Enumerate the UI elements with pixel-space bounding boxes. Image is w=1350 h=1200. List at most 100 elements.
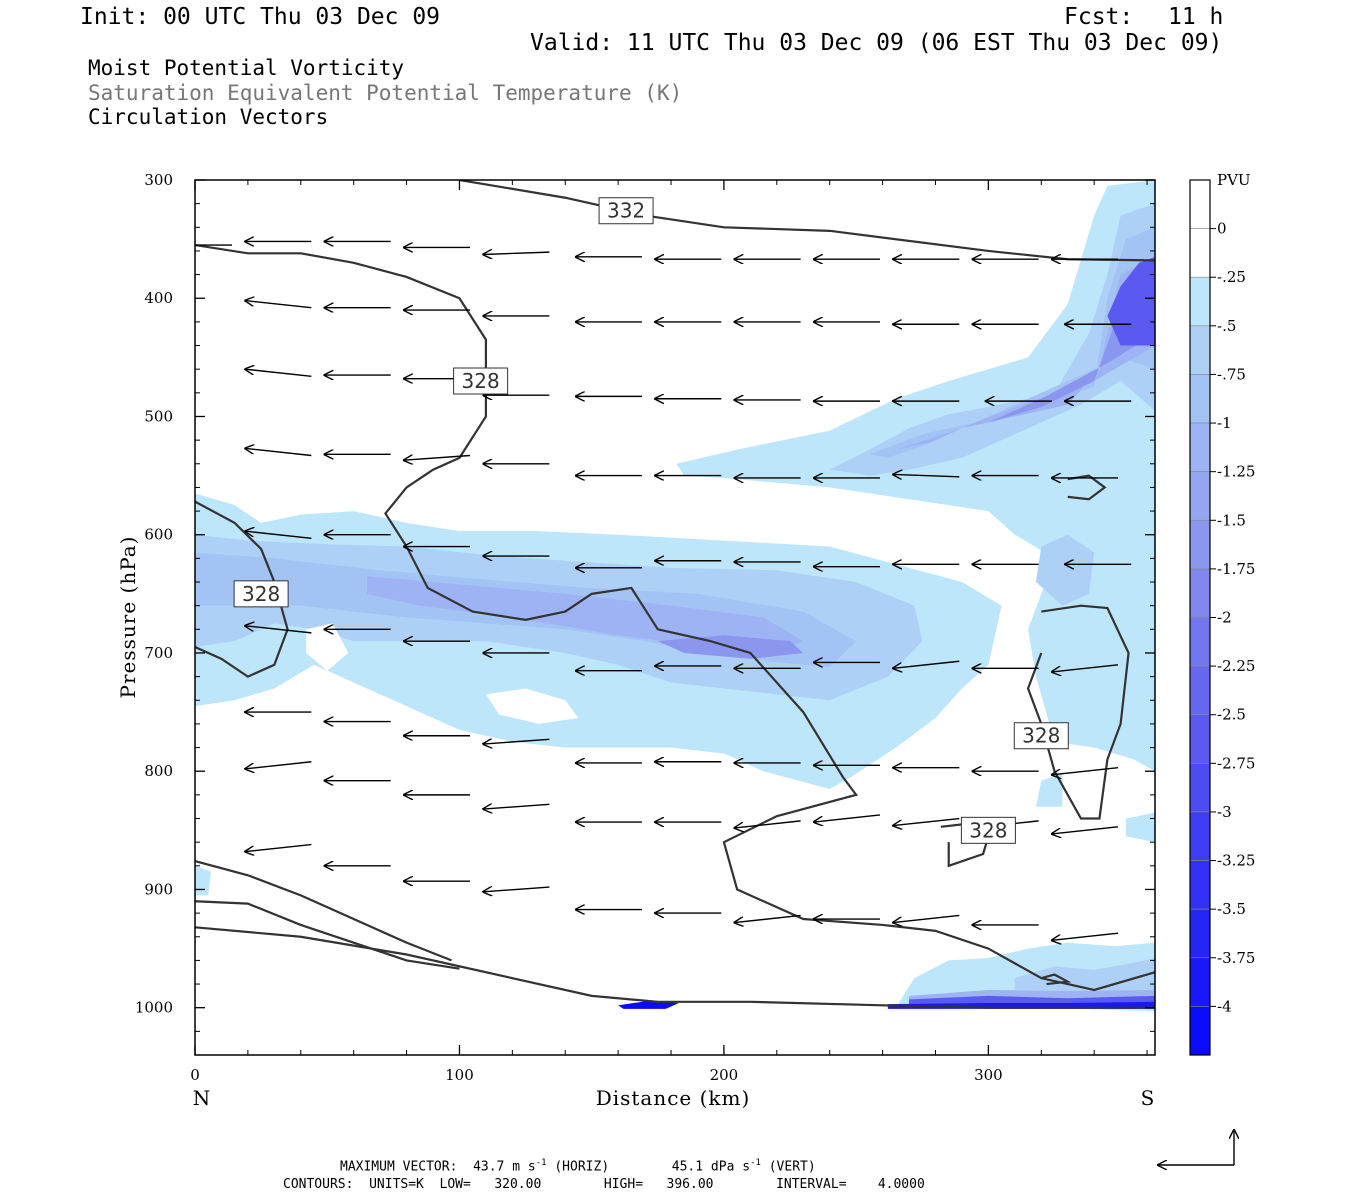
axes: 0 100 200 300 300 400 500 600 700 800 900 1000 (135, 171, 1155, 1084)
colorbar-swatch (1189, 860, 1211, 910)
circulation-vector (245, 448, 312, 457)
contour-label-box-0 (598, 197, 654, 225)
colorbar-swatch (1189, 519, 1211, 570)
colorbar-label: -2.25 (1217, 657, 1255, 675)
field-title-theta: Saturation Equivalent Potential Temperat… (88, 81, 683, 105)
x-tick-label: 100 (445, 1066, 474, 1084)
colorbar-label: -3.25 (1217, 852, 1255, 870)
colorbar-label: -2 (1217, 609, 1232, 627)
circulation-vector (735, 914, 801, 922)
circulation-vector (1052, 826, 1119, 834)
contour-label-3: 328 (1022, 724, 1060, 748)
y-tick-label: 500 (144, 407, 173, 425)
max-vector-line: MAXIMUM VECTOR: 43.7 m s-1 (HORIZ) 45.1 … (340, 1158, 816, 1174)
colorbar-label: -4 (1217, 997, 1232, 1015)
colorbar-swatch (1189, 617, 1211, 667)
colorbar-label: 0 (1217, 220, 1227, 238)
horiz-value: 43.7 m s (473, 1159, 536, 1175)
colorbar-label: -1.5 (1217, 511, 1246, 529)
colorbar-swatch (1189, 957, 1211, 1007)
x-tick-label: 0 (190, 1066, 200, 1084)
forecast-label: Fcst: (1064, 4, 1134, 30)
circulation-vector (814, 814, 881, 822)
circulation-vector (245, 761, 312, 769)
colorbar-label: -2.75 (1217, 754, 1255, 772)
colorbar-swatch (1189, 714, 1211, 764)
theta-contour-3 (1026, 604, 1130, 820)
colorbar-swatch (1189, 179, 1211, 229)
pv-region-3 (195, 865, 211, 896)
contour-label-box-1 (453, 367, 509, 395)
contour-label-4: 328 (969, 818, 1007, 842)
pv-region-12 (366, 576, 804, 653)
colorbar-label: -.25 (1217, 268, 1246, 286)
vert-exp: -1 (750, 1158, 761, 1168)
pv-blank-1 (306, 623, 349, 671)
reference-vector-icon (1158, 1130, 1234, 1165)
theta-contour-0 (459, 180, 1155, 262)
circulation-vector (245, 626, 312, 634)
colorbar-swatch (1189, 811, 1211, 861)
pv-region-17 (1107, 256, 1155, 346)
colorbar-swatch (1189, 325, 1211, 375)
circulation-vector (735, 820, 801, 828)
circulation-vector (483, 739, 550, 744)
circulation-vector (1052, 932, 1119, 940)
y-tick-label: 300 (144, 171, 173, 189)
contour-label-box-2 (233, 580, 289, 608)
circulation-vector (893, 914, 960, 922)
circulation-vector (483, 887, 550, 892)
horiz-exp: -1 (535, 1158, 547, 1168)
colorbar-label: -1.25 (1217, 463, 1255, 481)
x-end-label-north: N (193, 1086, 212, 1110)
x-axis-title: Distance (km) (596, 1086, 751, 1110)
y-tick-label: 800 (144, 762, 173, 780)
circulation-vector (1052, 664, 1119, 672)
theta-contour-2 (195, 500, 289, 678)
colorbar-swatch (1189, 763, 1211, 813)
colorbar: PVU 0 -.25 -.5 -.75 -1 -1.25 -1.5 -1.75 -2 -2.25 -2… (1189, 171, 1255, 1056)
colorbar-label: -.5 (1217, 317, 1236, 335)
colorbar-swatch (1189, 665, 1211, 716)
y-tick-label: 900 (144, 880, 173, 898)
colorbar-label: -.75 (1217, 365, 1246, 383)
pv-blank-areas (306, 623, 579, 724)
pv-region-5 (1125, 812, 1155, 843)
y-tick-label: 1000 (135, 999, 173, 1017)
circulation-vector (245, 369, 312, 377)
colorbar-label: -3.5 (1217, 900, 1246, 918)
max-vector-label: MAXIMUM VECTOR: (340, 1159, 458, 1175)
colorbar-swatch (1189, 471, 1211, 521)
contour-label-0: 332 (607, 199, 645, 223)
colorbar-swatch (1189, 374, 1211, 424)
circulation-vector (483, 804, 550, 809)
colorbar-swatch (1189, 228, 1211, 278)
contour-label-box-4 (960, 816, 1016, 844)
horiz-tag: (HORIZ) (554, 1159, 610, 1175)
colorbar-swatch (1189, 422, 1211, 472)
circulation-vector (893, 474, 960, 476)
vert-tag: (VERT) (768, 1159, 816, 1175)
x-tick-label: 300 (974, 1066, 1003, 1084)
theta-contour-4 (940, 823, 990, 868)
vert-value: 45.1 dPa s (671, 1159, 751, 1175)
colorbar-label: -2.5 (1217, 706, 1246, 724)
pv-region-8 (1035, 534, 1095, 606)
circulation-vector (245, 301, 312, 309)
circulation-vector (404, 456, 471, 461)
pv-shading (195, 180, 1155, 1012)
colorbar-label: -3.75 (1217, 949, 1255, 967)
colorbar-label: -1.75 (1217, 560, 1255, 578)
plot-frame (194, 179, 1156, 1056)
theta-contour-8 (195, 900, 460, 970)
circulation-vector (483, 252, 550, 254)
theta-contour-6 (1040, 973, 1072, 986)
y-axis-title: Pressure (hPa) (116, 536, 140, 699)
field-title-vectors: Circulation Vectors (88, 105, 329, 129)
colorbar-swatch (1189, 568, 1211, 618)
colorbar-swatch (1189, 276, 1211, 327)
pv-blank-0 (485, 688, 579, 724)
field-title-mpv: Moist Potential Vorticity (88, 56, 405, 80)
theta-contour-7 (195, 860, 452, 962)
y-tick-label: 600 (144, 526, 173, 544)
